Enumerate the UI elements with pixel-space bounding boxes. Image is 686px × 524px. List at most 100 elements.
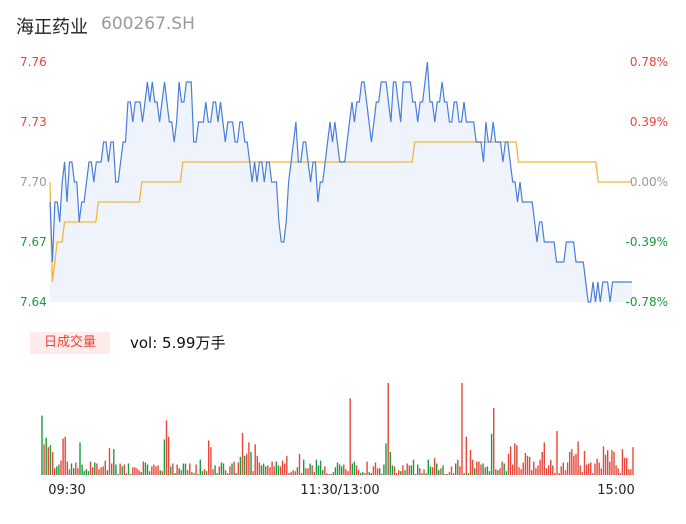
volume-chart: 09:30 11:30/13:00 15:00 (41, 383, 635, 498)
volume-bar (45, 437, 47, 475)
x-tick: 15:00 (597, 483, 634, 498)
volume-bar (284, 463, 286, 475)
volume-bar (94, 462, 96, 475)
volume-bar (438, 470, 440, 475)
volume-bar (104, 460, 106, 475)
volume-bar (476, 461, 478, 475)
volume-bar (592, 473, 594, 475)
volume-bar (632, 447, 634, 475)
volume-bar (222, 463, 225, 475)
volume-bar (537, 465, 539, 475)
y-tick-right: 0.78% (630, 55, 668, 69)
volume-bar (395, 473, 398, 475)
volume-bar (132, 467, 134, 475)
price-area-fill (50, 62, 632, 302)
volume-bar (619, 473, 621, 475)
volume-bar (357, 470, 360, 475)
volume-bar (431, 467, 434, 475)
volume-bar (290, 472, 292, 475)
volume-bar (130, 474, 132, 475)
volume-bar (376, 468, 379, 475)
volume-bar (417, 464, 419, 475)
volume-bar (178, 468, 180, 475)
volume-bar (393, 466, 396, 475)
x-tick: 11:30/13:00 (300, 483, 379, 498)
volume-bar (210, 447, 212, 475)
y-tick-right: -0.78% (626, 295, 668, 309)
volume-bar (408, 465, 410, 475)
volume-bar (216, 473, 218, 475)
volume-bar (262, 463, 265, 475)
volume-bar (600, 468, 602, 475)
volume-bar (503, 463, 505, 475)
volume-bar (482, 463, 484, 475)
volume-bar (362, 472, 364, 475)
volume-bar (151, 466, 153, 475)
volume-bar (83, 471, 85, 475)
volume-bar (64, 436, 66, 475)
volume-bar (351, 463, 353, 475)
volume-bar (414, 474, 417, 475)
volume-bar (191, 472, 193, 475)
volume-bar (161, 471, 163, 475)
volume-bar (604, 454, 607, 475)
volume-bar (448, 472, 451, 475)
volume-bar (581, 472, 583, 475)
volume-bar (364, 473, 366, 475)
volume-bar (108, 448, 111, 475)
volume-bar (70, 463, 73, 475)
volume-bar (505, 471, 508, 475)
volume-bar (258, 462, 261, 475)
volume-bar (313, 472, 315, 475)
volume-bar (203, 469, 206, 476)
volume-bar (343, 464, 345, 475)
volume-bar (575, 453, 577, 475)
volume-bar (602, 446, 605, 476)
volume-bar (199, 459, 201, 475)
volume-bar (488, 471, 491, 475)
volume-bar (271, 461, 273, 475)
volume-bar (62, 438, 64, 475)
volume-bar (136, 468, 138, 475)
volume-bar (370, 473, 372, 475)
volume-bar (138, 470, 140, 475)
volume-bar (311, 465, 313, 475)
volume-bar (140, 472, 142, 475)
volume-bar (579, 465, 581, 475)
volume-bar (214, 465, 216, 475)
volume-bar (157, 465, 159, 475)
volume-bar (324, 466, 326, 475)
volume-bar (142, 461, 144, 475)
volume-bar (113, 449, 115, 475)
volume-bar (560, 466, 562, 475)
volume-bar (328, 474, 330, 475)
x-tick: 09:30 (48, 483, 85, 498)
volume-bar (520, 469, 522, 476)
volume-value: 5.99万手 (162, 334, 226, 352)
volume-bar (535, 468, 537, 475)
volume-bar (366, 461, 368, 475)
y-tick-left: 7.67 (20, 235, 47, 249)
volume-bar (368, 472, 370, 475)
volume-bar (205, 471, 208, 475)
volume-bar (43, 444, 45, 475)
volume-tab[interactable]: 日成交量 (30, 332, 110, 354)
volume-bar (427, 459, 429, 475)
volume-bar (79, 442, 81, 475)
volume-bar (383, 464, 385, 475)
volume-bar (486, 466, 489, 475)
volume-bar (319, 460, 322, 475)
volume-bar (180, 470, 182, 475)
volume-bar (539, 459, 541, 475)
volume-bar (167, 436, 170, 475)
volume-bar (440, 468, 442, 475)
volume-bar (509, 446, 512, 476)
y-tick-left: 7.76 (20, 55, 47, 69)
volume-bar (442, 465, 444, 475)
volume-bar (87, 471, 90, 475)
volume-bar (224, 470, 227, 475)
volume-bar (186, 470, 189, 475)
volume-bar (267, 465, 269, 475)
volume-bar (501, 461, 503, 475)
volume-bar (569, 452, 571, 475)
